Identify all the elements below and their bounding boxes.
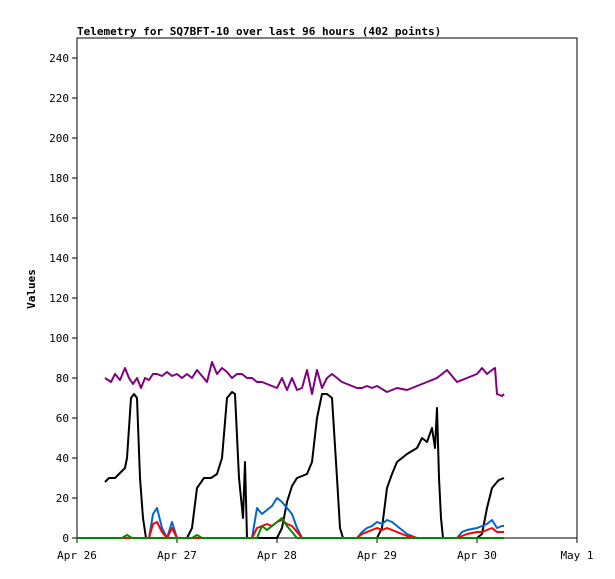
x-tick-label: Apr 26	[57, 549, 97, 562]
plot-area	[76, 37, 578, 539]
series-line-4	[77, 517, 504, 539]
chart-title: Telemetry for SQ7BFT-10 over last 96 hou…	[77, 25, 441, 38]
y-tick-label: 220	[49, 92, 69, 105]
y-tick-label: 200	[49, 132, 69, 145]
y-tick-label: 100	[49, 332, 69, 345]
y-tick-label: 140	[49, 252, 69, 265]
y-tick-label: 240	[49, 52, 69, 65]
x-tick-label: Apr 30	[457, 549, 497, 562]
x-tick-label: Apr 27	[157, 549, 197, 562]
y-tick-label: 180	[49, 172, 69, 185]
y-tick-label: 60	[56, 412, 69, 425]
y-axis-label: Values	[25, 269, 38, 309]
y-tick-label: 160	[49, 212, 69, 225]
y-tick-label: 80	[56, 372, 69, 385]
x-tick-label: May 1	[560, 549, 593, 562]
x-tick-label: Apr 29	[357, 549, 397, 562]
series-line-0	[104, 361, 505, 397]
y-axis: 0 20 40 60 80 100 120 140 160 180 200 220 240	[49, 52, 77, 545]
x-axis: Apr 26 Apr 27 Apr 28 Apr 29 Apr 30 May 1	[57, 538, 594, 562]
y-tick-label: 20	[56, 492, 69, 505]
x-tick-label: Apr 28	[257, 549, 297, 562]
y-tick-label: 0	[62, 532, 69, 545]
y-tick-label: 40	[56, 452, 69, 465]
y-tick-label: 120	[49, 292, 69, 305]
series-layer	[77, 361, 505, 539]
